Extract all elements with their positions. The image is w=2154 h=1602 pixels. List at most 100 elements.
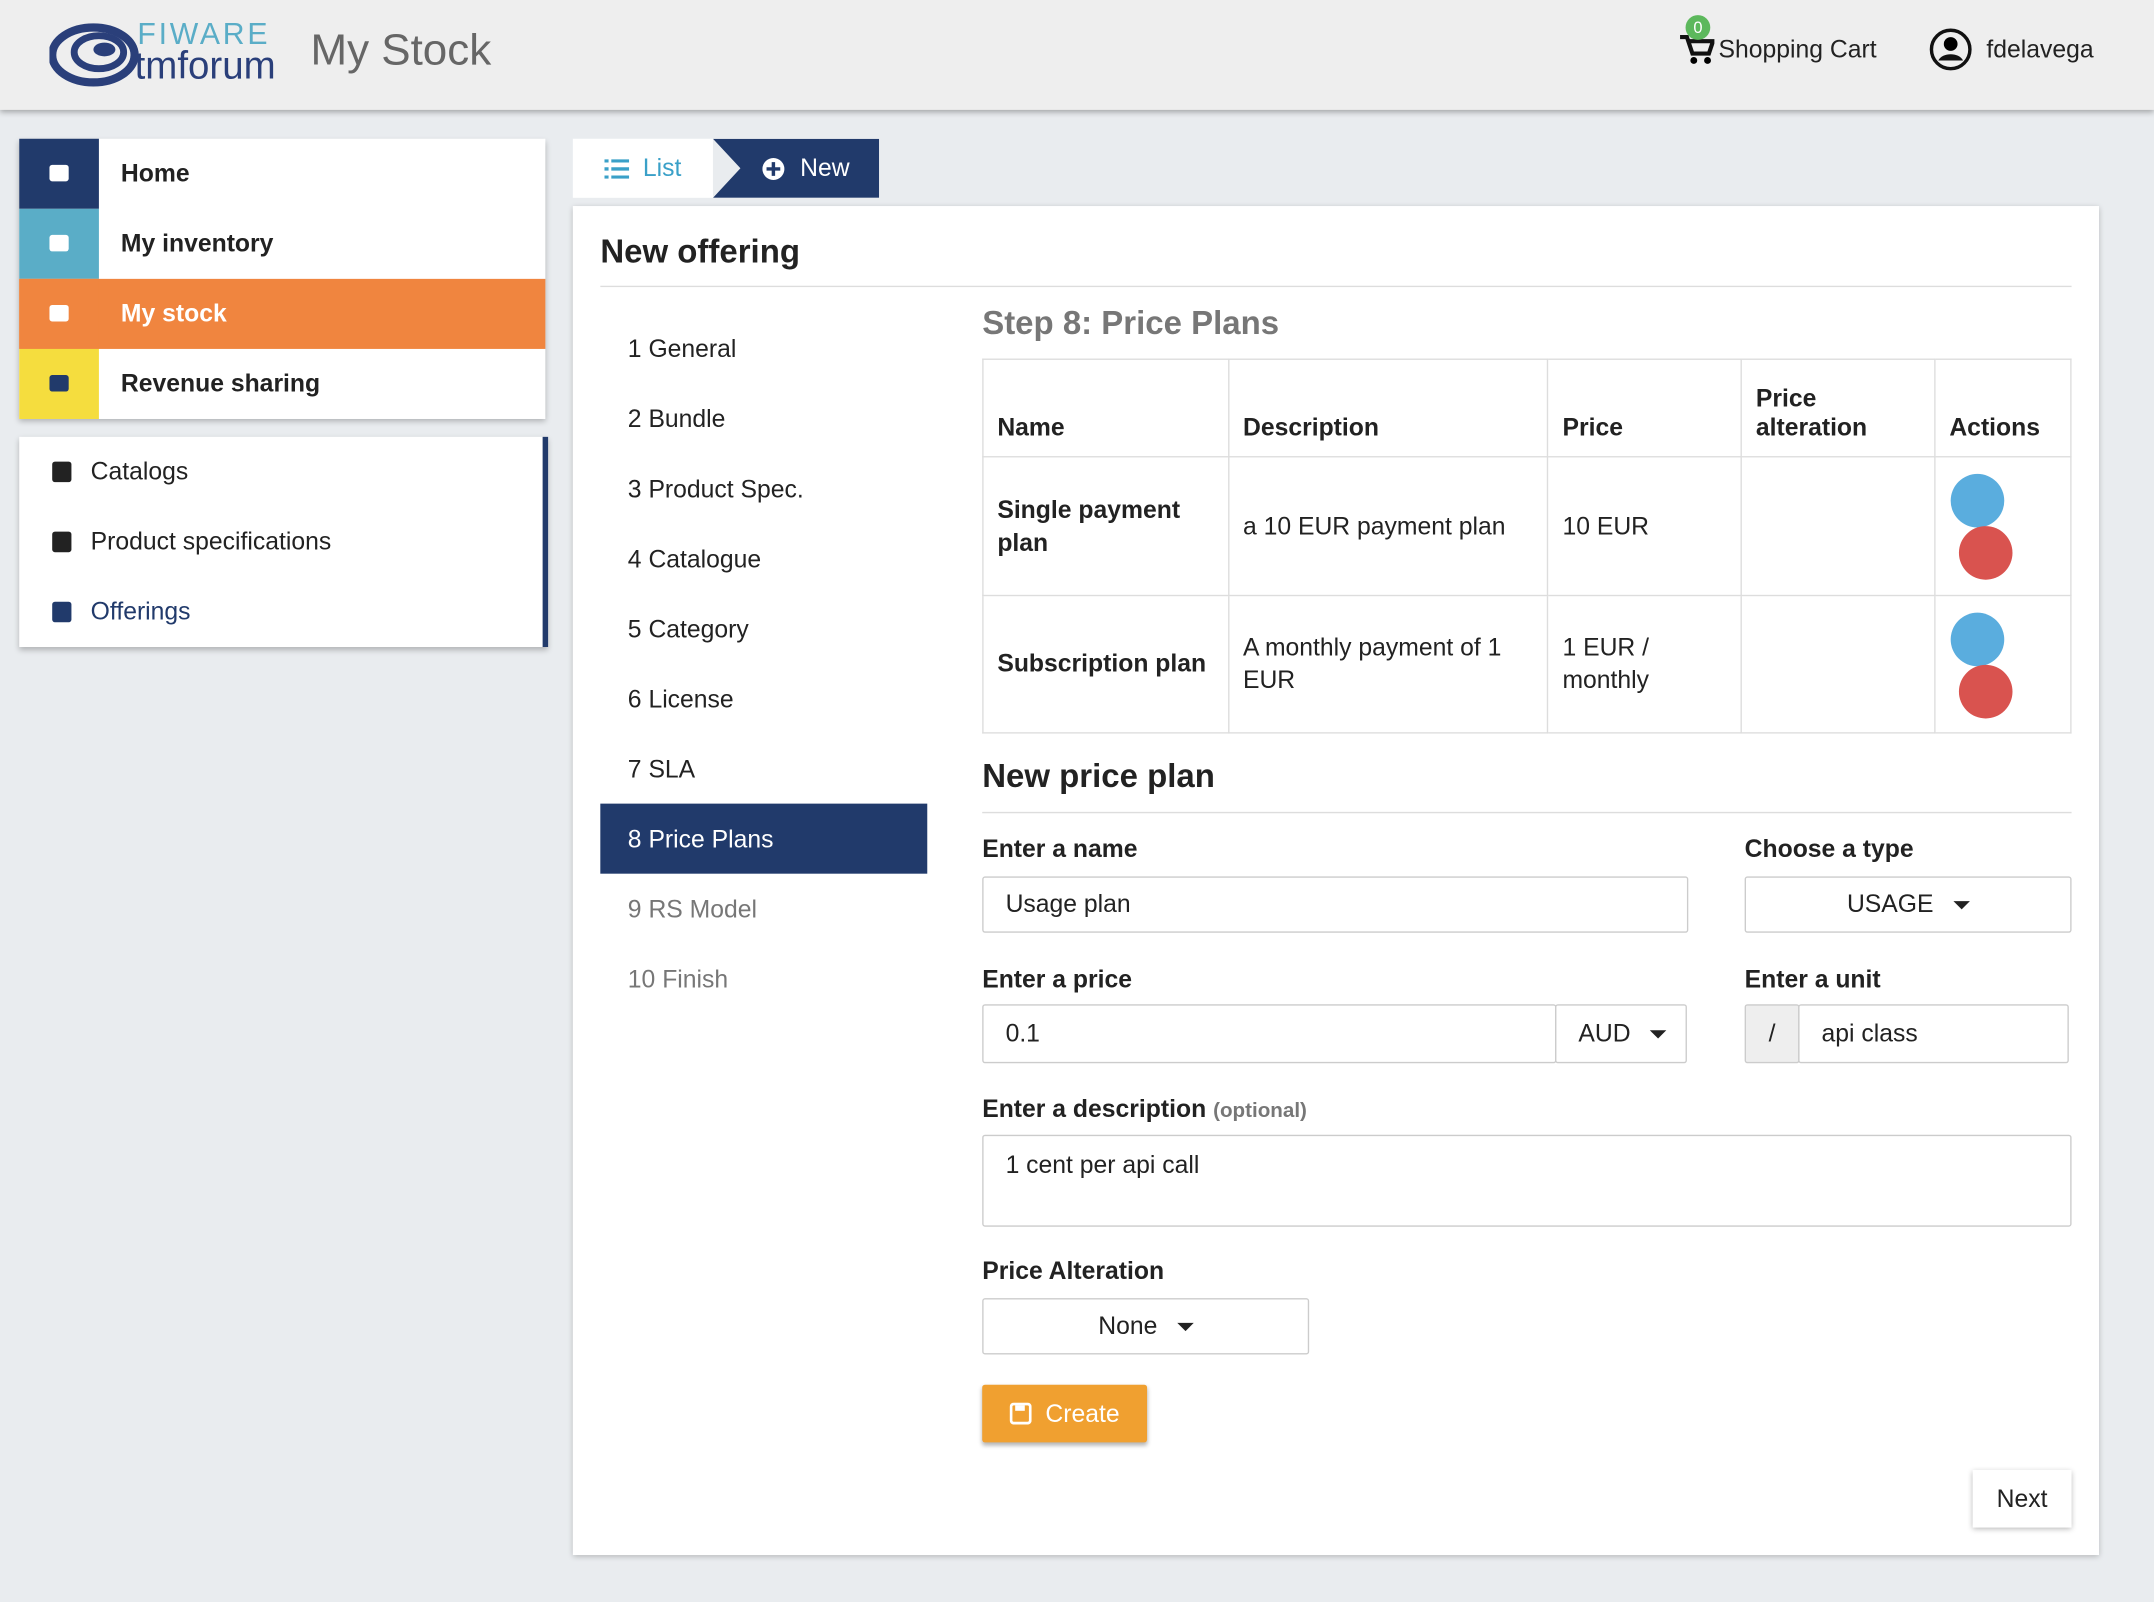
actions-cell bbox=[1934, 594, 2072, 734]
step-label: Price Plans bbox=[648, 825, 774, 854]
table-header: Price alteration bbox=[1740, 358, 1936, 458]
submenu-item[interactable]: Product specifications bbox=[19, 507, 541, 577]
step-label: RS Model bbox=[648, 895, 758, 924]
submenu-item[interactable]: Offerings bbox=[19, 577, 541, 647]
icon bbox=[49, 304, 69, 322]
step-label: Category bbox=[648, 615, 749, 643]
table-cell: Single payment plan bbox=[982, 456, 1230, 596]
logo-top: FIWARE bbox=[137, 16, 271, 51]
step-item[interactable]: 8 Price Plans bbox=[600, 803, 928, 874]
submenu-label: Offerings bbox=[90, 597, 191, 626]
cart-badge: 0 bbox=[1685, 15, 1711, 40]
step-item[interactable]: 10 Finish bbox=[600, 944, 927, 1014]
table-cell: A monthly payment of 1 EUR bbox=[1227, 594, 1549, 734]
app-title: My Stock bbox=[310, 24, 492, 75]
user-icon[interactable] bbox=[1929, 27, 1973, 71]
edit-button[interactable] bbox=[1950, 473, 2005, 528]
step-item[interactable]: 3 Product Spec. bbox=[600, 453, 927, 523]
step-number: 2 bbox=[627, 405, 642, 433]
step-number: 8 bbox=[627, 825, 642, 854]
price-plans-table: Name Description Price Price alteration Acti… bbox=[982, 358, 2072, 734]
icon bbox=[49, 234, 69, 252]
step-label: Finish bbox=[662, 965, 729, 994]
step-number: 3 bbox=[627, 475, 642, 503]
step-label: SLA bbox=[648, 755, 696, 784]
menu-icon bbox=[19, 348, 99, 419]
table-row: Single payment plan a 10 EUR payment plan… bbox=[982, 456, 2072, 596]
submenu-icon bbox=[52, 601, 72, 623]
currency-select[interactable]: AUD bbox=[1555, 1004, 1687, 1064]
unit-prefix: / bbox=[1744, 1004, 1800, 1064]
sub-menu: Catalogs Product specifications Offerings bbox=[19, 436, 549, 648]
table-header: Actions bbox=[1934, 358, 2072, 458]
edit-button[interactable] bbox=[1950, 611, 2005, 666]
tab-new[interactable]: New bbox=[712, 138, 880, 198]
menu-label: Home bbox=[120, 159, 190, 187]
save-icon bbox=[1009, 1402, 1032, 1425]
step-item[interactable]: 6 License bbox=[600, 664, 927, 734]
table-header: Name bbox=[982, 358, 1230, 458]
type-select[interactable]: USAGE bbox=[1744, 876, 2072, 933]
step-label: Catalogue bbox=[648, 545, 762, 573]
step-title: Step 8: Price Plans bbox=[982, 304, 1280, 343]
menu-label: My stock bbox=[120, 299, 227, 327]
submenu-icon bbox=[52, 461, 72, 483]
table-cell bbox=[1740, 456, 1936, 596]
user-name[interactable]: fdelavega bbox=[1986, 35, 2094, 64]
table-header: Price bbox=[1547, 358, 1743, 458]
delete-button[interactable] bbox=[1958, 664, 2013, 718]
step-item[interactable]: 5 Category bbox=[600, 593, 927, 663]
header: FIWARE tmforum My Stock 0 Shopping Cart … bbox=[0, 0, 2154, 110]
submenu-item[interactable]: Catalogs bbox=[19, 437, 541, 507]
description-input[interactable]: 1 cent per api call bbox=[982, 1134, 2072, 1227]
submenu-label: Catalogs bbox=[90, 457, 189, 485]
description-label: Enter a description bbox=[982, 1094, 1207, 1123]
menu-item[interactable]: Revenue sharing bbox=[19, 348, 545, 419]
divider bbox=[600, 285, 2072, 288]
menu-item[interactable]: My stock bbox=[19, 278, 546, 349]
step-item[interactable]: 4 Catalogue bbox=[600, 523, 927, 593]
step-label: Bundle bbox=[648, 405, 726, 433]
step-item[interactable]: 1 General bbox=[600, 313, 927, 383]
submenu-label: Product specifications bbox=[90, 527, 332, 555]
alteration-select[interactable]: None bbox=[982, 1298, 1310, 1355]
input-value: 0.1 bbox=[1005, 1019, 1040, 1047]
main-menu: Home My inventory My stock Revenue sharing bbox=[19, 138, 546, 419]
prefix-text: / bbox=[1768, 1019, 1776, 1047]
input-value: api class bbox=[1821, 1019, 1918, 1047]
panel-title: New offering bbox=[600, 233, 800, 271]
step-item[interactable]: 2 Bundle bbox=[600, 383, 927, 453]
input-value: 1 cent per api call bbox=[1005, 1151, 1200, 1179]
button-label: Create bbox=[1045, 1399, 1120, 1427]
table-cell: 1 EUR / monthly bbox=[1547, 594, 1743, 734]
alteration-label: Price Alteration bbox=[982, 1256, 1165, 1285]
logo-icon bbox=[49, 23, 139, 87]
step-item[interactable]: 9 RS Model bbox=[600, 874, 927, 944]
name-input[interactable]: Usage plan bbox=[982, 876, 1689, 933]
step-number: 4 bbox=[627, 545, 642, 573]
description-label-row: Enter a description (optional) bbox=[982, 1095, 1307, 1124]
create-button[interactable]: Create bbox=[982, 1384, 1148, 1443]
unit-label: Enter a unit bbox=[1744, 965, 1881, 994]
menu-item[interactable]: Home bbox=[19, 138, 545, 209]
delete-button[interactable] bbox=[1958, 526, 2013, 580]
menu-item[interactable]: My inventory bbox=[19, 208, 545, 279]
cart-icon[interactable] bbox=[1679, 33, 1715, 66]
step-item[interactable]: 7 SLA bbox=[600, 734, 927, 804]
table-cell: 10 EUR bbox=[1547, 456, 1743, 596]
icon bbox=[49, 375, 69, 392]
divider bbox=[982, 811, 2072, 814]
cart-link[interactable]: Shopping Cart bbox=[1718, 35, 1877, 64]
panel: New offering Step 8: Price Plans Name Des… bbox=[572, 206, 2100, 1556]
table-row: Subscription plan A monthly payment of 1 … bbox=[982, 594, 2072, 734]
price-label: Enter a price bbox=[982, 965, 1133, 994]
step-label: General bbox=[648, 335, 737, 363]
input-value: Usage plan bbox=[1005, 890, 1131, 918]
unit-input[interactable]: api class bbox=[1798, 1004, 2069, 1064]
table-cell bbox=[1740, 594, 1936, 734]
next-button[interactable]: Next bbox=[1972, 1469, 2072, 1528]
price-input[interactable]: 0.1 bbox=[982, 1004, 1557, 1064]
icon bbox=[49, 164, 69, 182]
tab-list[interactable]: List bbox=[572, 138, 713, 198]
menu-icon bbox=[19, 138, 99, 209]
